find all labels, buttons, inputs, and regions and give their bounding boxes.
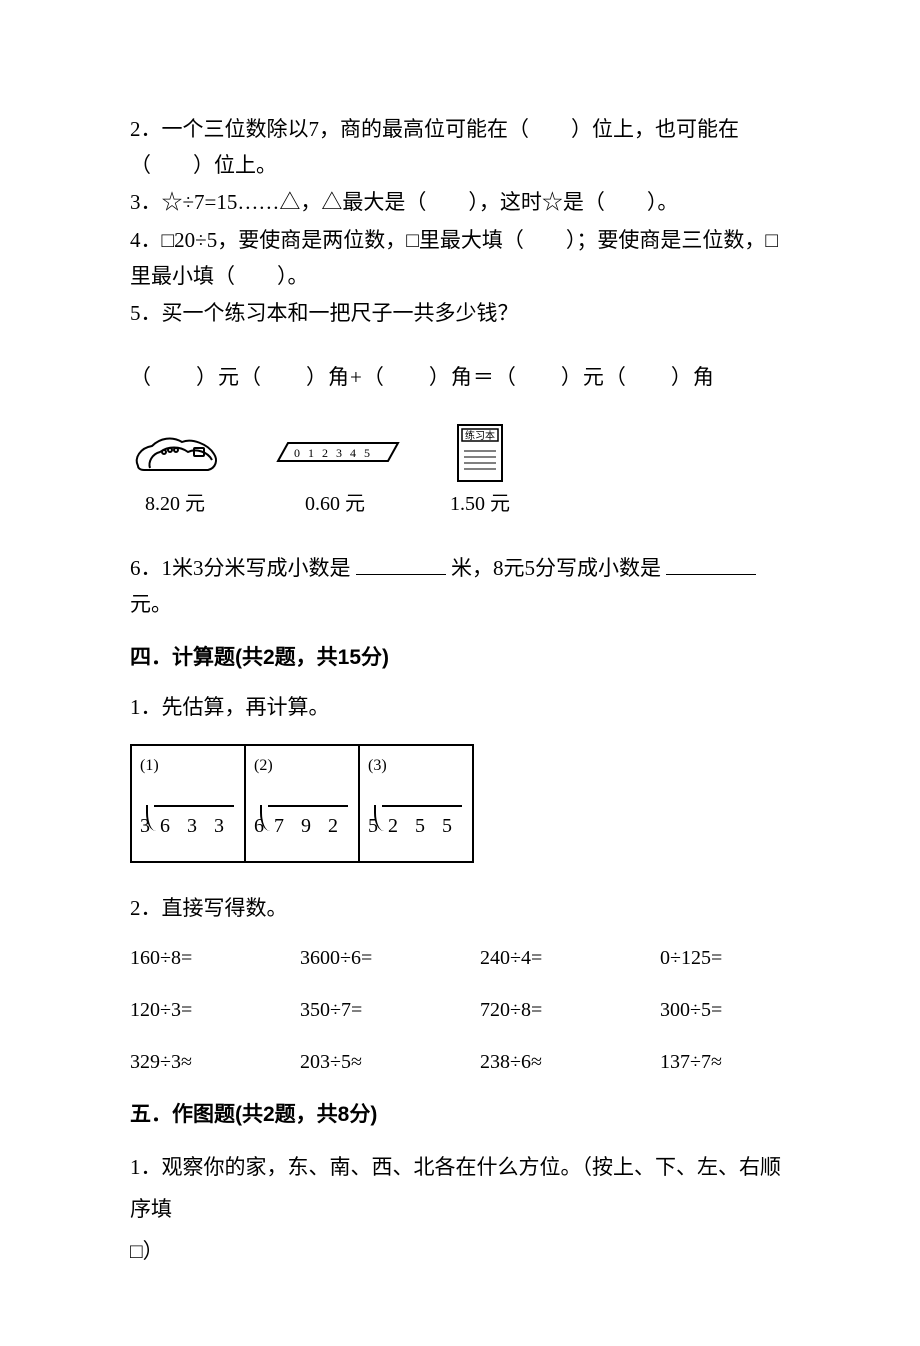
question-5: 5．买一个练习本和一把尺子一共多少钱？ [130, 296, 790, 332]
section-4-heading: 四．计算题(共2题，共15分) [130, 640, 790, 676]
items-row: 8.20 元 012 345 0.60 元 练习本 [130, 426, 790, 521]
item-book: 练习本 1.50 元 [450, 426, 510, 521]
ld3-index: (3) [368, 752, 464, 779]
calc-r2c4: 300÷5= [660, 993, 810, 1027]
section-5-heading: 五．作图题(共2题，共8分) [130, 1097, 790, 1133]
equation-line: （ ）元（ ）角+（ ）角＝（ ）元（ ）角 [130, 360, 790, 396]
svg-text:3: 3 [336, 446, 342, 460]
svg-text:5: 5 [364, 446, 370, 460]
item-ruler: 012 345 0.60 元 [270, 426, 400, 521]
question-4: 4．□20÷5，要使商是两位数，□里最大填（ ）；要使商是三位数，□里最小填（ … [130, 223, 790, 294]
question-3: 3．☆÷7=15……△，△最大是（ ），这时☆是（ ）。 [130, 185, 790, 221]
section-5-q1: 1．观察你的家，东、南、西、北各在什么方位。（按上、下、左、右顺序填 □） [130, 1146, 790, 1272]
question-6: 6．1米3分米写成小数是 米，8元5分写成小数是 元。 [130, 551, 790, 622]
calc-r3c2: 203÷5≈ [300, 1045, 480, 1079]
q6-part-a: 6．1米3分米写成小数是 [130, 556, 351, 580]
svg-text:1: 1 [308, 446, 314, 460]
price-ruler: 0.60 元 [305, 487, 365, 521]
shoes-icon [130, 426, 220, 481]
mental-math-grid: 160÷8= 3600÷6= 240÷4= 0÷125= 120÷3= 350÷… [130, 941, 790, 1079]
calc-r2c3: 720÷8= [480, 993, 660, 1027]
blank-1[interactable] [356, 551, 446, 575]
blank-2[interactable] [666, 551, 756, 575]
item-shoes: 8.20 元 [130, 426, 220, 521]
ld2-dividend: 7 9 2 [268, 805, 348, 843]
sec5-q1-line2: □） [130, 1239, 164, 1263]
calc-r1c1: 160÷8= [130, 941, 300, 975]
ld-cell-1: (1) 3 6 3 3 [131, 745, 245, 862]
section-4-q2: 2．直接写得数。 [130, 891, 790, 927]
ld-cell-2: (2) 6 7 9 2 [245, 745, 359, 862]
price-book: 1.50 元 [450, 487, 510, 521]
ruler-icon: 012 345 [270, 426, 400, 481]
svg-text:4: 4 [350, 446, 356, 460]
ld1-index: (1) [140, 752, 236, 779]
calc-r3c1: 329÷3≈ [130, 1045, 300, 1079]
calc-r3c4: 137÷7≈ [660, 1045, 810, 1079]
calc-r1c2: 3600÷6= [300, 941, 480, 975]
question-2: 2．一个三位数除以7，商的最高位可能在（ ）位上，也可能在（ ）位上。 [130, 112, 790, 183]
calc-r1c4: 0÷125= [660, 941, 810, 975]
sec5-q1-line1: 1．观察你的家，东、南、西、北各在什么方位。（按上、下、左、右顺序填 [130, 1155, 781, 1221]
book-label: 练习本 [465, 429, 495, 442]
q6-part-b: 米，8元5分写成小数是 [451, 556, 661, 580]
ld1-dividend: 6 3 3 [154, 805, 234, 843]
svg-text:0: 0 [294, 446, 300, 460]
calc-r2c1: 120÷3= [130, 993, 300, 1027]
ld2-index: (2) [254, 752, 350, 779]
long-division-table: (1) 3 6 3 3 (2) 6 7 9 2 (3) 5 2 5 5 [130, 744, 474, 863]
calc-r3c3: 238÷6≈ [480, 1045, 660, 1079]
calc-r1c3: 240÷4= [480, 941, 660, 975]
ld-cell-3: (3) 5 2 5 5 [359, 745, 473, 862]
svg-text:2: 2 [322, 446, 328, 460]
section-4-q1: 1．先估算，再计算。 [130, 690, 790, 726]
book-icon: 练习本 [452, 426, 508, 481]
ld3-dividend: 2 5 5 [382, 805, 462, 843]
price-shoes: 8.20 元 [145, 487, 205, 521]
calc-r2c2: 350÷7= [300, 993, 480, 1027]
q6-part-c: 元。 [130, 592, 172, 616]
